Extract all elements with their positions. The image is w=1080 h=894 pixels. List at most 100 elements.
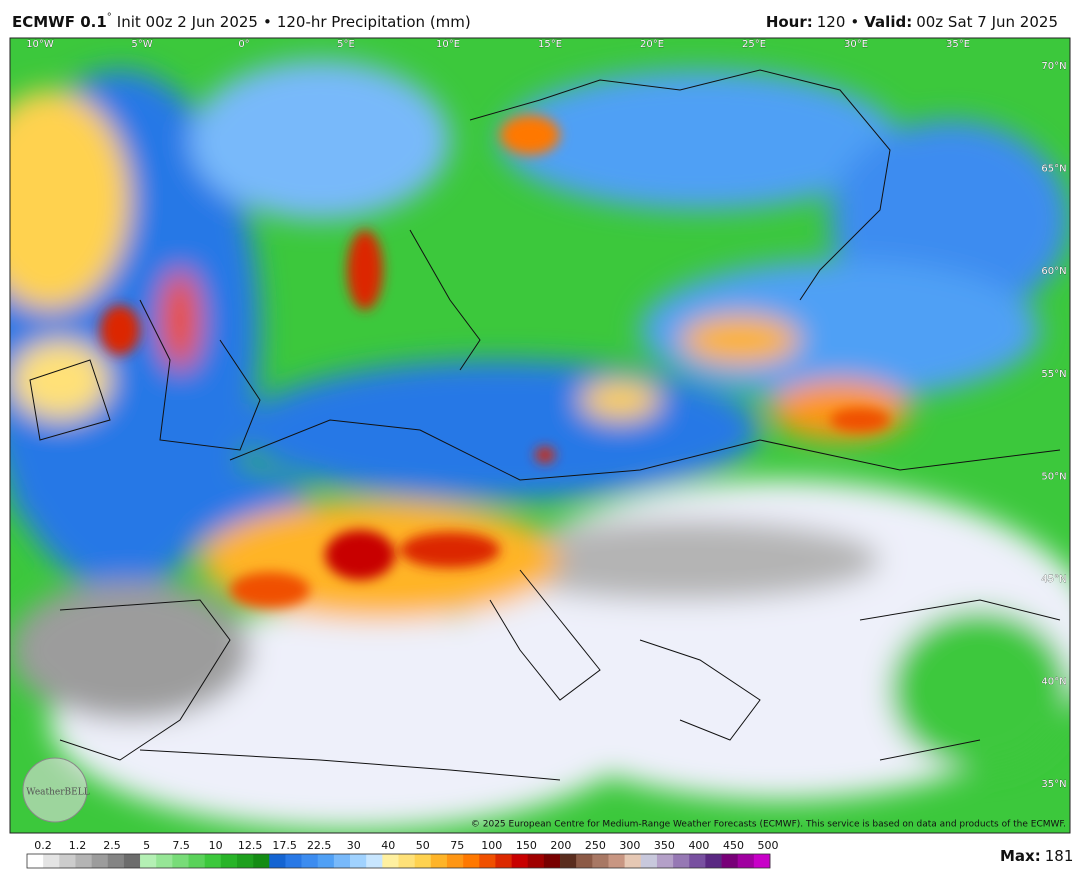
legend-swatch <box>576 854 593 868</box>
legend-swatch <box>673 854 690 868</box>
legend-swatch <box>91 854 109 868</box>
legend-swatch <box>317 854 335 868</box>
latitude-label: 70°N <box>1041 61 1066 72</box>
separator: • <box>850 13 859 31</box>
legend-frame <box>26 853 771 869</box>
longitude-label: 35°E <box>946 39 970 50</box>
max-label: Max: <box>1000 847 1041 865</box>
legend-swatch <box>479 854 496 868</box>
longitude-label: 25°E <box>742 39 766 50</box>
legend-tick-label: 17.5 <box>272 839 297 852</box>
longitude-label: 5°E <box>337 39 355 50</box>
latitude-label: 65°N <box>1041 164 1066 175</box>
legend-swatch <box>608 854 625 868</box>
legend-swatch <box>123 854 141 868</box>
legend-swatch <box>107 854 125 868</box>
legend-swatch <box>721 854 738 868</box>
legend-swatch <box>463 854 480 868</box>
legend-tick-label: 22.5 <box>307 839 332 852</box>
legend-tick-label: 250 <box>585 839 606 852</box>
legend-tick-label: 350 <box>654 839 675 852</box>
hour-label: Hour: <box>766 13 813 31</box>
legend-swatch <box>543 854 561 868</box>
legend-swatch <box>689 854 706 868</box>
legend-swatch <box>592 854 609 868</box>
header-left: ECMWF 0.1° Init 00z 2 Jun 2025 • 120-hr Pre… <box>12 12 471 31</box>
legend-tick-label: 400 <box>688 839 709 852</box>
legend-swatch <box>43 854 60 868</box>
legend-swatch <box>527 854 545 868</box>
legend-tick-label: 2.5 <box>103 839 121 852</box>
legend-swatch <box>753 854 771 868</box>
legend-swatch <box>301 854 319 868</box>
legend-tick-label: 500 <box>758 839 779 852</box>
legend-swatch <box>59 854 76 868</box>
legend-tick-label: 30 <box>347 839 361 852</box>
model: ECMWF 0.1 <box>12 13 107 31</box>
longitude-label: 30°E <box>844 39 868 50</box>
init: Init 00z 2 Jun 2025 <box>117 13 258 31</box>
legend-tick-label: 10 <box>209 839 223 852</box>
legend-tick-label: 300 <box>619 839 640 852</box>
legend-tick-label: 100 <box>481 839 502 852</box>
legend-tick-label: 200 <box>550 839 571 852</box>
latitude-label: 45°N <box>1041 574 1066 585</box>
legend-swatch <box>430 854 448 868</box>
legend-tick-label: 12.5 <box>238 839 263 852</box>
legend-swatch <box>624 854 642 868</box>
longitude-label: 5°W <box>131 39 152 50</box>
legend-swatch <box>398 854 415 868</box>
legend-swatch <box>560 854 577 868</box>
legend-swatch <box>656 854 674 868</box>
hour: 120 <box>817 13 846 31</box>
logo: WeatherBELL <box>26 788 89 798</box>
separator: • <box>263 13 272 31</box>
latitude-label: 50°N <box>1041 471 1066 482</box>
legend-swatch <box>269 854 286 868</box>
borders <box>29 69 1061 781</box>
legend-tick-label: 150 <box>516 839 537 852</box>
legend-tick-label: 50 <box>416 839 430 852</box>
header-right: Hour: 120 • Valid: 00z Sat 7 Jun 2025 <box>766 13 1058 31</box>
longitude-label: 15°E <box>538 39 562 50</box>
legend-swatch <box>511 854 529 868</box>
longitude-label: 10°E <box>436 39 460 50</box>
legend-tick-label: 40 <box>381 839 395 852</box>
legend-swatch <box>188 854 205 868</box>
legend-tick-label: 7.5 <box>172 839 190 852</box>
legend-swatch <box>156 854 173 868</box>
legend-swatch <box>366 854 383 868</box>
copyright: © 2025 European Centre for Medium-Range … <box>471 820 1066 830</box>
logo-badge <box>22 757 88 823</box>
longitude-label: 10°W <box>26 39 54 50</box>
legend-swatch <box>640 854 658 868</box>
map-frame <box>9 37 1071 834</box>
legend-swatch <box>333 854 351 868</box>
product: 120-hr Precipitation (mm) <box>277 13 471 31</box>
legend-swatch <box>204 854 222 868</box>
latitude-label: 60°N <box>1041 266 1066 277</box>
latitude-label: 55°N <box>1041 369 1066 380</box>
valid-label: Valid: <box>864 13 912 31</box>
longitude-label: 0° <box>238 39 249 50</box>
legend-swatch <box>446 854 464 868</box>
legend-swatch <box>220 854 238 868</box>
legend-swatch <box>705 854 722 868</box>
valid: 00z Sat 7 Jun 2025 <box>916 13 1058 31</box>
legend-swatch <box>27 854 44 868</box>
max-value: 181 <box>1045 847 1074 865</box>
legend-swatch <box>75 854 92 868</box>
max: Max: 181 <box>1000 847 1073 865</box>
latitude-label: 35°N <box>1041 779 1066 790</box>
legend-swatch <box>737 854 755 868</box>
legend-swatch <box>236 854 254 868</box>
degree: ° <box>107 12 112 23</box>
legend-swatch <box>285 854 302 868</box>
legend-swatch <box>172 854 189 868</box>
legend-tick-label: 5 <box>143 839 150 852</box>
precip-field <box>10 38 1070 833</box>
legend-swatch <box>414 854 432 868</box>
legend-tick-label: 450 <box>723 839 744 852</box>
legend-swatch <box>140 854 157 868</box>
